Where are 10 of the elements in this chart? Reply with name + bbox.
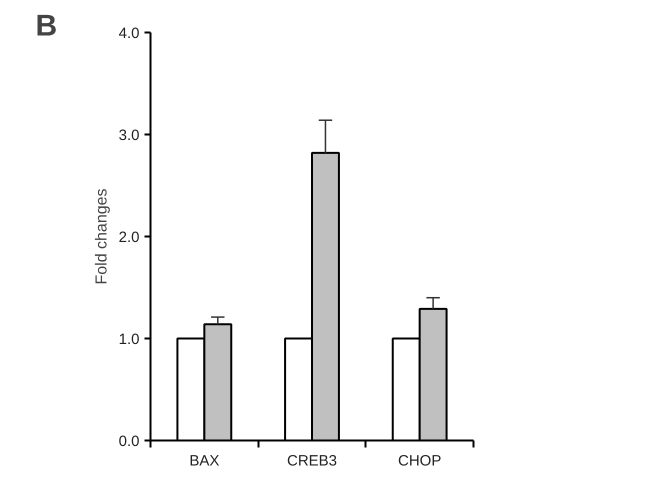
y-tick-label: 1.0 <box>118 331 140 348</box>
y-axis-title: Fold changes <box>94 188 111 285</box>
text: B <box>36 10 58 42</box>
x-tick-label: CREB3 <box>286 452 338 470</box>
x-tick-label: CHOP <box>398 452 442 470</box>
x-tick-label: BAX <box>189 452 220 470</box>
y-tick-label: 3.0 <box>118 127 140 144</box>
y-tick-label: 2.0 <box>118 229 140 246</box>
y-tick-label: 4.0 <box>118 25 140 42</box>
y-tick-label: 0.0 <box>118 433 140 450</box>
